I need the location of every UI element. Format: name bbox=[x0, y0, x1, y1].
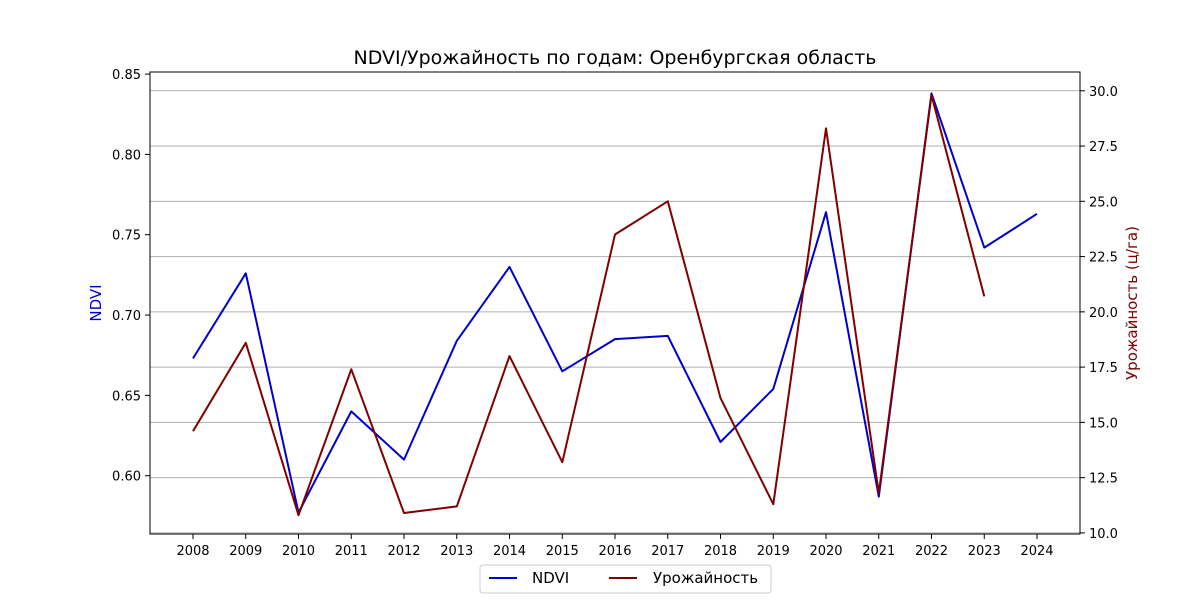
chart-title: NDVI/Урожайность по годам: Оренбургская … bbox=[354, 47, 877, 69]
x-tick-label: 2013 bbox=[440, 544, 473, 559]
x-tick-label: 2022 bbox=[915, 544, 948, 559]
x-tick-label: 2012 bbox=[387, 544, 420, 559]
x-tick-label: 2009 bbox=[229, 544, 262, 559]
x-tick-label: 2024 bbox=[1020, 544, 1053, 559]
series-line-ndvi bbox=[192, 92, 1038, 514]
x-tick-label: 2014 bbox=[493, 544, 526, 559]
right-y-tick-label: 22.5 bbox=[1089, 251, 1118, 266]
x-tick-label: 2016 bbox=[598, 544, 631, 559]
right-y-tick-label: 27.5 bbox=[1089, 140, 1118, 155]
left-y-axis: 0.60 0.65 0.70 0.75 0.80 0.85 bbox=[112, 68, 150, 485]
left-y-tick-label: 0.60 bbox=[112, 470, 141, 485]
right-y-tick-label: 20.0 bbox=[1089, 306, 1118, 321]
x-tick-label: 2020 bbox=[809, 544, 842, 559]
left-y-tick-label: 0.80 bbox=[112, 148, 141, 163]
left-y-axis-label: NDVI bbox=[87, 284, 105, 321]
gridlines bbox=[150, 90, 1080, 534]
right-y-tick-label: 10.0 bbox=[1089, 527, 1118, 542]
x-tick-label: 2017 bbox=[651, 544, 684, 559]
x-tick-label: 2015 bbox=[546, 544, 579, 559]
series-lines bbox=[192, 92, 1038, 517]
x-tick-label: 2019 bbox=[757, 544, 790, 559]
left-y-tick-label: 0.70 bbox=[112, 309, 141, 324]
x-axis: 2008 2009 2010 2011 2012 2013 2014 2015 2016 2017… bbox=[176, 534, 1054, 559]
right-y-axis: 10.0 12.5 15.0 17.5 20.0 22.5 25.0 27.5 30.0 bbox=[1080, 85, 1118, 542]
x-tick-label: 2021 bbox=[862, 544, 895, 559]
left-y-tick-label: 0.85 bbox=[112, 68, 141, 83]
left-y-tick-label: 0.75 bbox=[112, 229, 141, 244]
right-y-axis-label: Урожайность (ц/га) bbox=[1123, 226, 1141, 380]
x-tick-label: 2023 bbox=[968, 544, 1001, 559]
series-line-yield bbox=[192, 94, 986, 517]
right-y-tick-label: 17.5 bbox=[1089, 361, 1118, 376]
x-tick-label: 2018 bbox=[704, 544, 737, 559]
right-y-tick-label: 25.0 bbox=[1089, 195, 1118, 210]
plot-frame bbox=[149, 71, 1081, 535]
right-y-tick-label: 15.0 bbox=[1089, 416, 1118, 431]
x-tick-label: 2011 bbox=[335, 544, 368, 559]
legend-label-yield: Урожайность bbox=[653, 569, 758, 587]
legend: NDVI Урожайность bbox=[479, 564, 772, 594]
x-tick-label: 2010 bbox=[282, 544, 315, 559]
legend-label-ndvi: NDVI bbox=[532, 569, 569, 587]
right-y-tick-label: 12.5 bbox=[1089, 472, 1118, 487]
right-y-tick-label: 30.0 bbox=[1089, 85, 1118, 100]
left-y-tick-label: 0.65 bbox=[112, 389, 141, 404]
x-tick-label: 2008 bbox=[176, 544, 209, 559]
